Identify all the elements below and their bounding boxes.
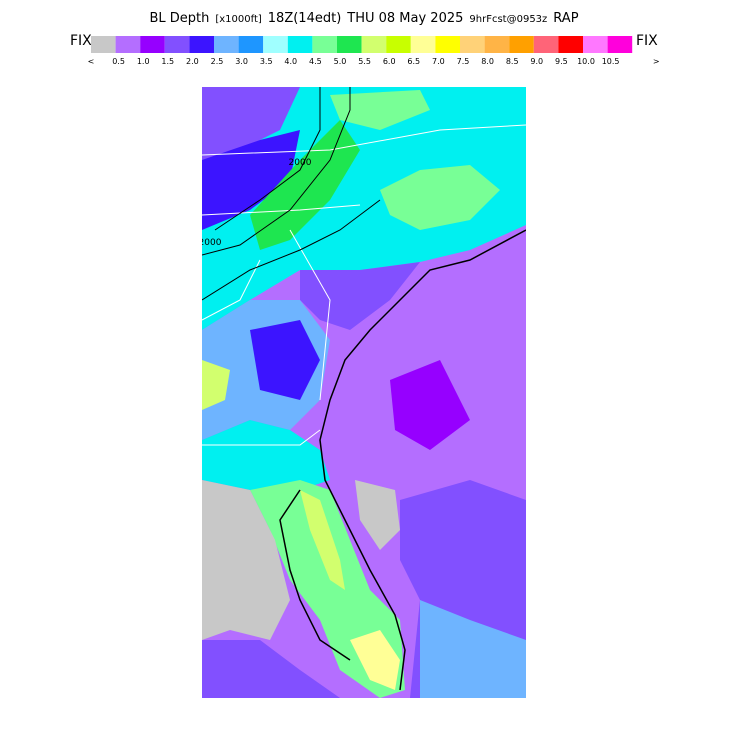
state-lines (202, 124, 526, 446)
field (350, 630, 400, 690)
field (202, 130, 300, 230)
field (300, 262, 420, 330)
legend-label: 7.5 (457, 57, 470, 66)
legend-swatch (607, 36, 633, 53)
legend-label: 4.0 (284, 57, 297, 66)
title-part: 18Z(14edt) (268, 11, 341, 26)
legend-swatch (410, 36, 436, 53)
legend-swatch (287, 36, 313, 53)
legend-swatch (509, 36, 534, 53)
legend-label: 8.0 (481, 57, 494, 66)
title-part: THU 08 May 2025 (346, 11, 463, 26)
legend-label: > (653, 57, 660, 66)
legend-label: 0.5 (112, 57, 125, 66)
title-part: [x1000ft] (215, 14, 262, 25)
field (390, 360, 470, 450)
title-part: RAP (553, 11, 578, 26)
legend-label: 9.0 (530, 57, 543, 66)
field (250, 320, 320, 400)
title-text: BL Depth [x1000ft] 18Z(14edt) THU 08 May 20… (149, 11, 578, 26)
contour-label: 2000 (199, 238, 222, 248)
legend-label: < (88, 57, 95, 66)
legend-swatch (337, 36, 362, 53)
legend-label: 1.5 (161, 57, 174, 66)
legend-swatch (312, 36, 337, 53)
legend-label: 10.0 (577, 57, 595, 66)
legend-label: 3.0 (235, 57, 248, 66)
legend-swatch (140, 36, 165, 53)
legend-label: 6.5 (407, 57, 420, 66)
legend-label: 5.0 (334, 57, 347, 66)
field (355, 480, 400, 550)
legend-label: 2.5 (211, 57, 224, 66)
field (202, 640, 340, 698)
title-part: BL Depth (149, 11, 209, 26)
legend-swatch (263, 36, 288, 53)
legend-swatch (115, 36, 141, 53)
coastline (279, 229, 526, 691)
legend-label: 1.0 (137, 57, 150, 66)
field (202, 360, 230, 410)
legend-swatch (214, 36, 239, 53)
legend-swatch (435, 36, 460, 53)
legend-swatch (361, 36, 387, 53)
legend-swatch (533, 36, 559, 53)
legend-swatch (386, 36, 411, 53)
legend-swatch (460, 36, 485, 53)
legend-label: 7.0 (432, 57, 445, 66)
legend-label: 10.5 (602, 57, 620, 66)
field (420, 600, 526, 698)
legend-swatch (189, 36, 214, 53)
title: BL Depth [x1000ft] 18Z(14edt) THU 08 May 20… (149, 11, 578, 26)
title-part: 9hrFcst@0953z (469, 14, 547, 25)
field (202, 420, 330, 490)
legend-swatch (583, 36, 608, 53)
legend-label: 4.5 (309, 57, 322, 66)
contour-label: 2000 (289, 158, 312, 168)
legend-label: 5.5 (358, 57, 371, 66)
legend-swatch (558, 36, 583, 53)
legend-swatch (164, 36, 190, 53)
field (330, 90, 430, 130)
field (202, 87, 300, 160)
legend: <0.5 1.0 1.5 2.0 2.5 3.0 3.5 4.0 4.5 5.0 5.5 6.0 6.5… (88, 36, 660, 66)
legend-swatch (484, 36, 510, 53)
map: 2000 2000 (199, 87, 526, 698)
field (300, 490, 345, 590)
contours (202, 87, 381, 301)
legend-label: 8.5 (506, 57, 519, 66)
fix-left: FIX (70, 33, 92, 49)
gulf-gray (202, 480, 290, 640)
legend-label: 3.5 (260, 57, 273, 66)
fix-right: FIX (636, 33, 658, 49)
legend-swatch (91, 36, 116, 53)
legend-label: 2.0 (186, 57, 199, 66)
legend-label: 6.0 (383, 57, 396, 66)
legend-swatch (238, 36, 264, 53)
legend-label: 9.5 (555, 57, 568, 66)
field (380, 165, 500, 230)
